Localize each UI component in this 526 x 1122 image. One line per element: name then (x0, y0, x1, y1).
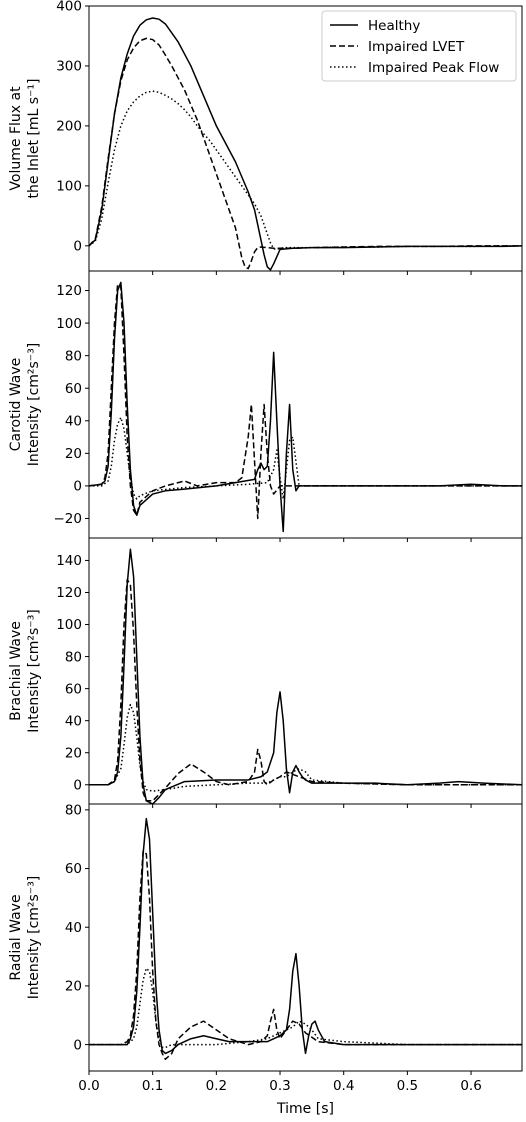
x-tick-label: 0.5 (397, 1078, 418, 1094)
y-tick-label: 40 (65, 713, 82, 729)
y-tick-label: −20 (54, 511, 83, 527)
y-tick-label: 140 (56, 553, 82, 569)
y-tick-label: 0 (73, 777, 82, 793)
legend-frame (321, 10, 517, 82)
panel-4: 0 20 40 60 80 0.0 0.1 0.2 0.3 0.4 0.5 0.6 Radial Wav… (8, 803, 523, 1094)
y-tick-label: 0 (73, 479, 82, 495)
legend: Healthy Impaired LVET Impaired Peak Flow (321, 10, 517, 82)
series-line-impaired-lvet (89, 283, 522, 520)
y-axis-label: Carotid Wave (8, 358, 24, 452)
y-tick-label: 20 (65, 979, 82, 995)
x-tick-label: 0.3 (269, 1078, 290, 1094)
y-tick-label: 40 (65, 920, 82, 936)
axes-frame (88, 803, 523, 1072)
y-tick-label: 60 (65, 861, 82, 877)
axes-frame (88, 270, 523, 539)
x-tick-label: 0.6 (460, 1078, 481, 1094)
y-axis-label: Intensity [cm²s⁻³] (26, 876, 42, 1000)
series-line-healthy (89, 817, 522, 1055)
legend-entry: Impaired LVET (368, 39, 465, 55)
y-tick-label: 80 (65, 649, 82, 665)
legend-entry: Impaired Peak Flow (368, 60, 499, 76)
panel-3: 0 20 40 60 80 100 120 140 Brachial Wave Intensity… (8, 537, 523, 808)
series-line-impaired-lvet (89, 37, 522, 270)
y-tick-label: 100 (56, 179, 82, 195)
x-tick-label: 0.1 (142, 1078, 163, 1094)
legend-entry: Healthy (368, 18, 420, 34)
series-line-impaired-lvet (89, 578, 522, 802)
y-tick-label: 120 (56, 585, 82, 601)
series-line-impaired-peak-flow (89, 703, 522, 792)
y-tick-label: 40 (65, 413, 82, 429)
series-line-impaired-lvet (89, 850, 522, 1061)
y-axis-label: Intensity [cm²s⁻³] (26, 609, 42, 733)
x-axis-label: Time [s] (276, 1101, 334, 1117)
y-tick-label: 100 (56, 617, 82, 633)
y-tick-label: 0 (73, 1037, 82, 1053)
y-tick-label: 20 (65, 745, 82, 761)
y-axis-label: Radial Wave (8, 894, 24, 980)
y-axis-label: Intensity [cm²s⁻³] (26, 343, 42, 467)
y-tick-label: 200 (56, 119, 82, 135)
y-tick-label: 20 (65, 446, 82, 462)
y-axis-label: the Inlet [mL s⁻¹] (26, 79, 42, 199)
y-tick-label: 400 (56, 0, 82, 15)
y-tick-label: 300 (56, 59, 82, 75)
x-tick-label: 0.2 (206, 1078, 227, 1094)
y-tick-label: 100 (56, 316, 82, 332)
axes-frame (88, 537, 523, 805)
y-tick-label: 60 (65, 681, 82, 697)
x-tick-label: 0.4 (333, 1078, 354, 1094)
series-line-healthy (89, 17, 522, 271)
series-line-impaired-peak-flow (89, 416, 522, 500)
y-tick-label: 60 (65, 381, 82, 397)
y-tick-label: 80 (65, 348, 82, 364)
series-line-healthy (89, 548, 522, 804)
y-tick-label: 120 (56, 283, 82, 299)
y-tick-label: 80 (65, 803, 82, 819)
series-line-healthy (89, 281, 522, 533)
y-axis-label: Volume Flux at (8, 86, 24, 191)
series-line-impaired-peak-flow (89, 90, 522, 251)
panel-2: −20 0 20 40 60 80 100 120 Carotid Wave Intensity … (8, 270, 523, 542)
panel-1: 0 100 200 300 400 Volume Flux at the Inlet [mL… (8, 0, 523, 275)
x-tick-label: 0.0 (78, 1078, 99, 1094)
y-tick-label: 0 (73, 239, 82, 255)
y-axis-label: Brachial Wave (8, 621, 24, 721)
